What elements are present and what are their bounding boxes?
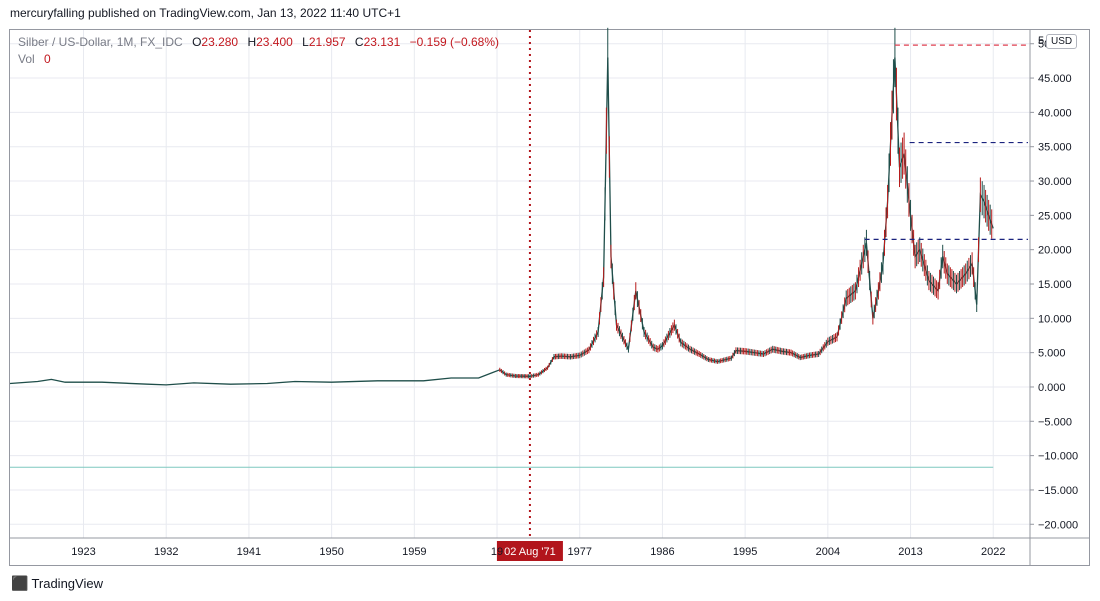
legend-symbol: Silber / US-Dollar, 1M, FX_IDC: [18, 35, 183, 49]
price-axis: 5 0.000 45.000 40.000 35.000 30.000 25.000 20.0…: [1029, 30, 1078, 566]
y-tick-label: 15.000: [1038, 279, 1072, 291]
publisher-line: mercuryfalling published on TradingView.…: [10, 6, 401, 20]
x-tick-label: 1977: [567, 546, 591, 558]
crosshair-date-label: 02 Aug '71: [496, 541, 563, 561]
legend-volume-value: 0: [44, 52, 51, 66]
chart-series: [9, 27, 994, 386]
y-tick-label: 5.000: [1038, 348, 1066, 360]
legend-open-value: 23.280: [201, 35, 239, 49]
legend-volume-label: Vol: [18, 52, 35, 66]
y-tick-label: 45.000: [1038, 73, 1072, 85]
time-axis: 1923 1932 1941 1950 1959 19 1977 1986 1995 2004 20…: [10, 537, 1090, 558]
chart-overlays: 02 Aug '71: [10, 30, 1028, 561]
symbol-legend: Silber / US-Dollar, 1M, FX_IDC O23.280 H…: [18, 34, 499, 68]
x-tick-label: 19: [491, 546, 503, 558]
price-line: [9, 57, 994, 386]
axis-top-clipped-label: 5: [1038, 35, 1045, 47]
y-tick-label: 10.000: [1038, 313, 1072, 325]
x-tick-label: 1932: [154, 546, 178, 558]
chart-frame[interactable]: [9, 29, 1090, 566]
x-tick-label: 2013: [898, 546, 922, 558]
x-tick-label: 1950: [319, 546, 343, 558]
chart-grid: [10, 30, 1030, 538]
y-tick-label: 30.000: [1038, 176, 1072, 188]
currency-button[interactable]: USD: [1046, 34, 1078, 49]
y-tick-label: 25.000: [1038, 210, 1072, 222]
y-tick-label: 35.000: [1038, 142, 1072, 154]
y-tick-label: 40.000: [1038, 107, 1072, 119]
legend-high-value: 23.400: [256, 35, 293, 49]
crosshair-date-text: 02 Aug '71: [504, 546, 556, 558]
legend-close-label: C: [354, 35, 364, 49]
footer-brand-label: TradingView: [31, 576, 103, 591]
legend-change: −0.159 (−0.68%): [409, 35, 500, 49]
x-tick-label: 1923: [71, 546, 95, 558]
legend-low-value: 21.957: [308, 35, 346, 49]
y-tick-label: 0.000: [1038, 382, 1066, 394]
tradingview-logo-icon: ⬛: [11, 575, 28, 591]
x-tick-label: 2022: [981, 546, 1005, 558]
x-tick-label: 1995: [733, 546, 757, 558]
x-tick-label: 1986: [650, 546, 674, 558]
y-tick-label: −20.000: [1038, 519, 1078, 531]
legend-low-label: L: [302, 35, 309, 49]
y-tick-label: 20.000: [1038, 245, 1072, 257]
y-tick-label: −5.000: [1038, 416, 1072, 428]
y-tick-label: −15.000: [1038, 485, 1078, 497]
x-tick-label: 2004: [816, 546, 840, 558]
legend-open-label: O: [192, 35, 202, 49]
x-tick-label: 1941: [237, 546, 261, 558]
legend-high-label: H: [247, 35, 257, 49]
x-tick-label: 1959: [402, 546, 426, 558]
legend-volume-row: Vol 0: [18, 51, 499, 68]
legend-close-value: 23.131: [363, 35, 401, 49]
crosshair-date-label-bg: [496, 541, 563, 561]
legend-ohlc-row: Silber / US-Dollar, 1M, FX_IDC O23.280 H…: [18, 34, 499, 51]
footer-brand: ⬛ TradingView: [11, 575, 103, 592]
y-tick-label: −10.000: [1038, 451, 1078, 463]
